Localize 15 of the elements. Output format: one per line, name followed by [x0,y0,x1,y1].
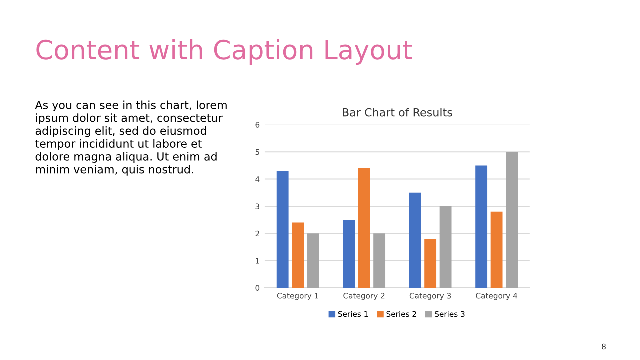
bar [506,152,518,288]
bar [424,239,437,288]
chart-title: Bar Chart of Results [343,108,452,117]
bar [358,168,370,288]
text: Content with Caption Layout [36,39,412,65]
bar [374,234,386,288]
bar [409,192,422,288]
text: As you can see in this chart, lorem ipsum dolor sit amet, consectetur adipiscing elit, sed do eiusmod tempor incididunt ut labore et dolore magna aliqua. Ut enim ad minim veniam, quis nostrud. [35,100,227,176]
bar [476,166,488,288]
bar [490,212,503,288]
bar [307,234,320,288]
bar [276,171,289,288]
bar [440,206,452,288]
bar [343,220,356,288]
bar [292,222,304,288]
